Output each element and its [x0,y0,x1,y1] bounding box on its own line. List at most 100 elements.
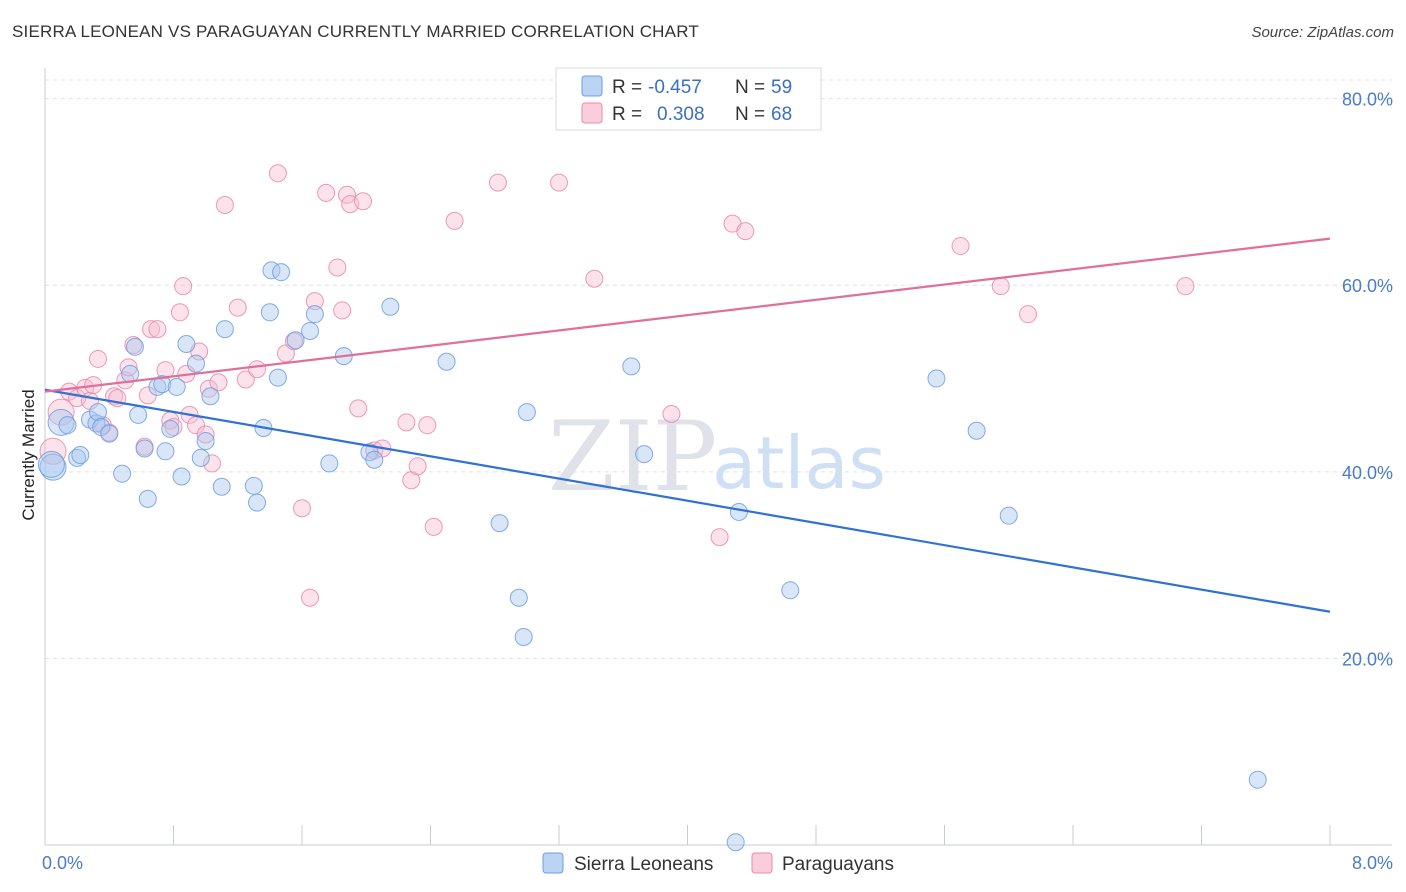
blue-point-42 [365,450,384,469]
pink-point-60 [662,404,681,423]
blue-point-25 [196,432,215,451]
pink-point-17 [142,320,161,339]
blue-point-45 [490,514,509,533]
pink-point-51 [397,413,416,432]
pink-point-31 [209,373,228,392]
pink-point-21 [164,418,183,437]
blue-point-52 [729,502,748,521]
blue-point-35 [272,263,291,282]
blue-point-54 [927,369,946,388]
blue-point-36 [286,331,305,350]
blue-point-49 [622,357,641,376]
blue-point-43 [381,297,400,316]
series-legend: Sierra Leoneans Paraguayans [542,852,894,875]
blue-point-46 [509,588,528,607]
blue-point-21 [172,467,191,486]
pink-point-45 [337,185,356,204]
blue-point-19 [161,419,180,438]
pink-point-35 [248,360,267,379]
blue-point-3 [68,448,87,467]
blue-point-0 [39,453,67,481]
legend-n-label-blue: N = [735,77,765,98]
pink-point-33 [228,298,247,317]
legend-r-label-pink: R = [612,104,642,125]
blue-point-18 [156,442,175,461]
series-sierra-leoneans [37,261,1267,852]
blue-point-53 [781,581,800,600]
pink-point-39 [293,499,311,518]
blue-point-27 [212,477,231,496]
pink-point-34 [236,370,255,389]
pink-point-36 [268,164,287,183]
pink-point-30 [203,454,222,473]
correlation-legend: R = -0.457 N = 59 R = 0.308 N = 68 [555,67,822,131]
pink-point-53 [408,457,427,476]
source-credit: Source: ZipAtlas.com [1251,24,1394,41]
blue-point-22 [177,335,196,354]
blue-point-30 [244,476,263,495]
pink-point-67 [1176,277,1195,296]
blue-point-15 [138,489,157,508]
pink-point-65 [991,277,1010,296]
pink-point-41 [305,292,324,311]
x-tick-label-1: 8.0% [1352,853,1393,873]
grid-lines [45,79,1392,659]
pink-point-59 [585,269,604,288]
y-tick-label-1: 40.0% [1342,463,1393,483]
tick-labels: 20.0% 40.0% 60.0% 80.0% 0.0% 8.0% [42,90,1393,873]
blue-point-13 [129,405,148,424]
pink-point-55 [424,517,443,536]
blue-point-39 [320,454,339,473]
pink-point-23 [174,277,193,296]
pink-point-58 [550,173,568,192]
bottom-legend-swatch-pink [751,852,773,874]
blue-point-51 [726,833,745,852]
y-tick-label-0: 20.0% [1342,649,1393,669]
chart-title: SIERRA LEONEAN VS PARAGUAYAN CURRENTLY M… [12,22,699,41]
pink-point-54 [418,416,437,435]
legend-r-label-blue: R = [612,77,642,98]
blue-point-1 [47,408,75,436]
pink-point-32 [215,196,234,215]
pink-point-44 [333,301,352,320]
blue-point-23 [186,354,205,373]
blue-point-20 [167,377,186,396]
y-tick-label-3: 80.0% [1342,90,1393,110]
series-paraguayans [39,164,1195,607]
pink-point-1 [47,398,75,426]
blue-point-56 [999,506,1018,525]
pink-point-19 [156,361,175,380]
blue-point-50 [635,445,654,464]
blue-point-17 [153,375,172,394]
blue-point-7 [89,403,108,422]
blue-point-31 [248,493,267,512]
blue-point-58 [37,450,65,478]
blue-point-24 [191,448,210,467]
pink-point-64 [951,237,970,256]
pink-point-47 [349,399,368,418]
blue-point-38 [305,305,324,324]
pink-point-13 [119,358,138,377]
blue-point-44 [437,352,456,371]
legend-swatch-blue [581,75,603,97]
blue-point-47 [514,627,533,646]
watermark-zip: ZIP [548,401,717,513]
blue-trend-line [44,388,1331,613]
pink-point-56 [445,211,464,230]
blue-point-37 [301,321,320,340]
pink-point-18 [148,320,167,339]
pink-point-7 [89,349,108,368]
pink-point-22 [170,303,189,322]
blue-point-28 [215,320,234,339]
bottom-legend-swatch-blue [542,852,564,874]
y-tick-label-2: 60.0% [1342,276,1393,296]
trend-lines [44,237,1331,613]
legend-r-value-pink: 0.308 [657,104,705,125]
blue-point-57 [1248,770,1267,789]
pink-point-40 [301,588,320,607]
legend-r-value-blue: -0.457 [648,77,702,98]
pink-point-42 [317,183,336,202]
pink-point-66 [1019,305,1038,324]
pink-point-48 [354,192,373,211]
